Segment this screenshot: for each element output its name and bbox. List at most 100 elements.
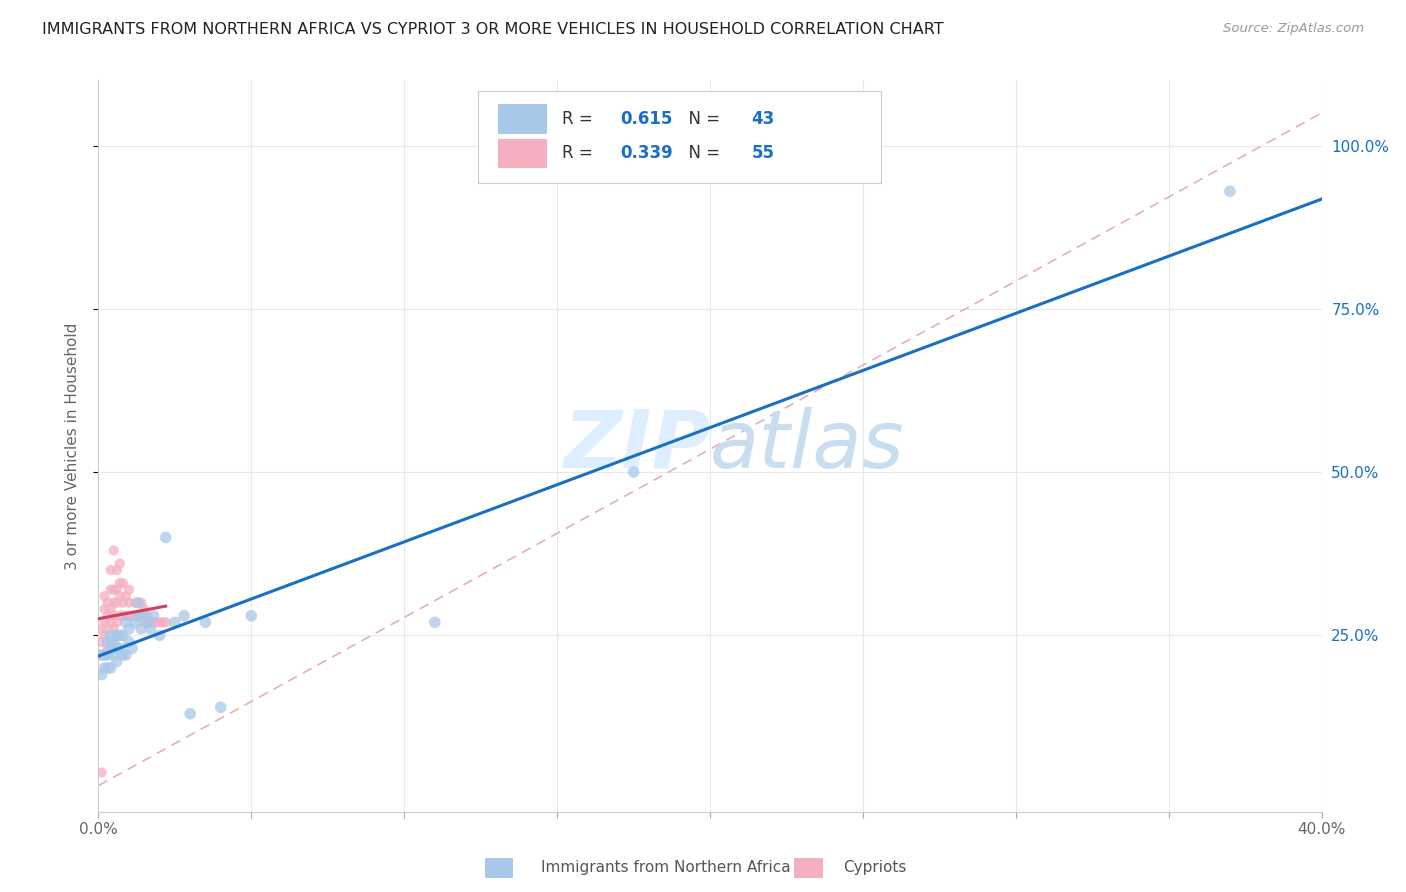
Point bbox=[105, 582, 128, 597]
Point bbox=[115, 589, 138, 603]
Point bbox=[108, 589, 131, 603]
Point bbox=[423, 615, 446, 630]
Point bbox=[127, 608, 149, 623]
Text: 0.615: 0.615 bbox=[620, 110, 673, 128]
Point bbox=[115, 648, 138, 662]
Point bbox=[155, 530, 177, 544]
Point bbox=[163, 615, 186, 630]
Point bbox=[103, 596, 125, 610]
Point bbox=[93, 648, 115, 662]
Point bbox=[623, 465, 645, 479]
Point bbox=[105, 596, 128, 610]
Point bbox=[93, 589, 115, 603]
Point bbox=[97, 648, 120, 662]
Text: Cypriots: Cypriots bbox=[844, 860, 907, 874]
Point bbox=[97, 596, 120, 610]
Text: ZIP: ZIP bbox=[562, 407, 710, 485]
Point bbox=[103, 608, 125, 623]
Point bbox=[93, 602, 115, 616]
Text: 0.339: 0.339 bbox=[620, 145, 673, 162]
Point bbox=[97, 622, 120, 636]
Point bbox=[93, 648, 115, 662]
Point bbox=[108, 557, 131, 571]
Point bbox=[90, 648, 112, 662]
Text: Immigrants from Northern Africa: Immigrants from Northern Africa bbox=[541, 860, 792, 874]
Point bbox=[97, 641, 120, 656]
Point bbox=[134, 602, 156, 616]
Point bbox=[134, 615, 156, 630]
Point bbox=[209, 700, 232, 714]
Point bbox=[179, 706, 201, 721]
Point bbox=[97, 635, 120, 649]
Point bbox=[142, 608, 165, 623]
Point bbox=[124, 596, 146, 610]
Point bbox=[139, 615, 162, 630]
Point bbox=[136, 615, 159, 630]
Point bbox=[105, 655, 128, 669]
Point bbox=[118, 622, 141, 636]
Text: R =: R = bbox=[562, 145, 598, 162]
Point bbox=[90, 765, 112, 780]
Point bbox=[97, 661, 120, 675]
Point bbox=[115, 615, 138, 630]
Point bbox=[115, 608, 138, 623]
Text: 43: 43 bbox=[752, 110, 775, 128]
Point bbox=[100, 661, 122, 675]
Point bbox=[105, 628, 128, 642]
Text: N =: N = bbox=[678, 110, 725, 128]
Point bbox=[124, 615, 146, 630]
Point bbox=[93, 661, 115, 675]
Point bbox=[139, 622, 162, 636]
Bar bbox=[498, 104, 547, 134]
Bar bbox=[498, 139, 547, 168]
Point bbox=[103, 622, 125, 636]
Point bbox=[1219, 184, 1241, 198]
Point bbox=[129, 622, 152, 636]
Point bbox=[111, 628, 134, 642]
Point bbox=[105, 615, 128, 630]
Point bbox=[124, 608, 146, 623]
Point bbox=[118, 582, 141, 597]
Point bbox=[134, 608, 156, 623]
Point bbox=[103, 648, 125, 662]
Text: IMMIGRANTS FROM NORTHERN AFRICA VS CYPRIOT 3 OR MORE VEHICLES IN HOUSEHOLD CORRE: IMMIGRANTS FROM NORTHERN AFRICA VS CYPRI… bbox=[42, 22, 943, 37]
Point bbox=[108, 608, 131, 623]
Point bbox=[173, 608, 195, 623]
Point bbox=[100, 635, 122, 649]
Point bbox=[105, 641, 128, 656]
Point bbox=[100, 641, 122, 656]
Point bbox=[103, 582, 125, 597]
Point bbox=[100, 628, 122, 642]
Point bbox=[240, 608, 263, 623]
Point bbox=[90, 667, 112, 681]
Text: atlas: atlas bbox=[710, 407, 905, 485]
Point bbox=[155, 615, 177, 630]
Point bbox=[145, 615, 167, 630]
Point bbox=[90, 622, 112, 636]
Point bbox=[118, 635, 141, 649]
Point bbox=[121, 608, 143, 623]
Point bbox=[108, 576, 131, 591]
Point bbox=[108, 641, 131, 656]
Point bbox=[136, 608, 159, 623]
Point bbox=[90, 648, 112, 662]
Point bbox=[118, 608, 141, 623]
Text: 55: 55 bbox=[752, 145, 775, 162]
Point bbox=[142, 615, 165, 630]
Point bbox=[105, 563, 128, 577]
Point bbox=[100, 615, 122, 630]
Point bbox=[100, 563, 122, 577]
Point bbox=[111, 596, 134, 610]
Point bbox=[127, 608, 149, 623]
Text: N =: N = bbox=[678, 145, 725, 162]
Text: R =: R = bbox=[562, 110, 598, 128]
Point bbox=[111, 648, 134, 662]
Point bbox=[129, 596, 152, 610]
Text: Source: ZipAtlas.com: Source: ZipAtlas.com bbox=[1223, 22, 1364, 36]
Point bbox=[129, 608, 152, 623]
Point bbox=[108, 628, 131, 642]
Point bbox=[152, 615, 174, 630]
Y-axis label: 3 or more Vehicles in Household: 3 or more Vehicles in Household bbox=[65, 322, 80, 570]
Point bbox=[127, 596, 149, 610]
Point bbox=[149, 615, 172, 630]
